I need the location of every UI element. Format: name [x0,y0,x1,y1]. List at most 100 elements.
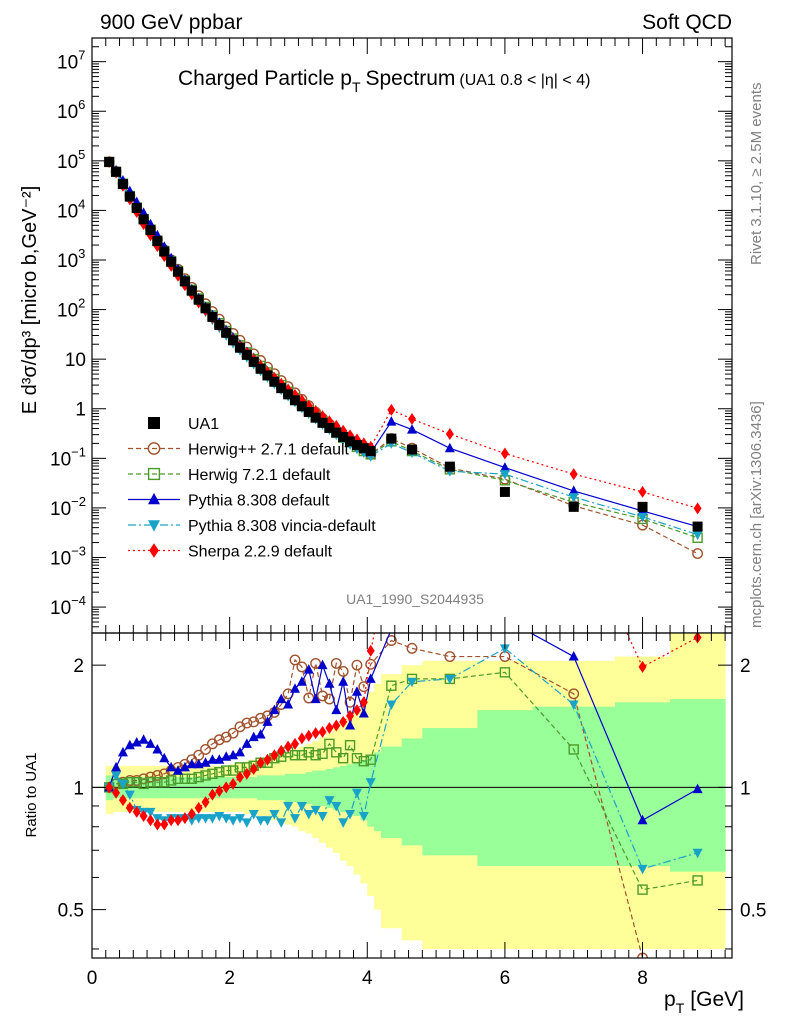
ratio-series-point [365,778,376,788]
ratio-series-point [263,753,272,766]
ratio-series-point [159,776,170,788]
ratio-panel: 0 2 4 6 8 0.5 0.5 1 1 2 2 [58,632,766,989]
chart-title: Charged Particle pT Spectrum (UA1 0.8 < |η… [178,67,590,95]
legend-marker [148,417,160,429]
legend-entry: Herwig 7.2.1 default [128,467,331,484]
ratio-series-point [159,752,170,763]
ratio-series-point [303,747,314,758]
ua1-data-point [324,422,335,433]
ua1-data-point [407,444,417,455]
main-data-points [104,156,703,532]
ratio-series-point [146,814,155,827]
ratio-series-point [692,848,703,859]
ratio-series-point [180,812,189,825]
header-right-label: Soft QCD [642,11,732,34]
ratio-series-point [145,738,156,748]
green-band-bin [532,706,616,867]
ratio-series-point [351,686,362,696]
main-series-point [408,413,416,426]
green-band-bin [312,770,320,806]
ratio-series-point [228,816,239,826]
main-y-tick-label: 107 [57,48,85,74]
tick-exponent: 2 [78,296,85,311]
ua1-data-point [262,370,273,381]
ratio-series-point [187,807,196,820]
ratio-series-point [262,716,273,726]
ratio-series-point [124,790,135,801]
green-band-bin [367,755,375,827]
main-y-tick-label: 10 [65,350,86,371]
tick-base: 10 [57,152,78,173]
x-axis: 0 2 4 6 8 [87,633,726,989]
xlabel-main: p [664,988,676,1011]
ua1-data-point [248,356,259,367]
ua1-data-point [193,294,204,305]
tick-exponent: −4 [71,593,86,608]
green-band-bin [339,765,348,812]
ratio-series-point [358,708,369,718]
green-band-bin [284,773,293,803]
ua1-data-point [568,501,579,512]
ratio-series-point [325,722,334,735]
ratio-series-point [386,700,397,710]
ratio-series-point [296,676,307,686]
ratio-series-point [365,754,376,765]
tick-base: 1 [75,400,86,421]
ua1-data-point [444,461,455,472]
ratio-series-point [125,801,134,814]
x-tick-label: 8 [637,968,648,989]
ratio-series-point [303,664,314,674]
ratio-series-point [331,801,342,812]
green-band-bin [360,759,368,821]
ratio-series-point [105,781,114,794]
ratio-series-point [220,765,232,776]
ratio-series-point [444,674,455,685]
ua1-data-point [214,319,225,330]
ratio-series-point [228,749,239,760]
ratio-series-point [111,761,122,772]
ratio-series-point [174,814,183,827]
ua1-data-point [317,417,328,428]
ratio-series-point [568,651,579,661]
ratio-frame [91,632,733,959]
ratio-series-point [255,712,267,724]
ratio-series-point [173,765,184,775]
ratio-series-point [194,801,203,814]
ratio-series-point [131,736,142,747]
main-series-point [444,442,455,453]
ua1-data-point [124,191,135,202]
ratio-series-point [291,737,300,750]
ratio-series-point [255,816,266,826]
ua1-data-point [221,327,232,338]
ratio-series-point [330,657,342,669]
tick-exponent: −1 [71,444,86,459]
green-band-bin [422,728,478,856]
ratio-series-point [637,864,648,875]
chart-title-main: Charged Particle p [178,67,352,90]
legend-label: Sherpa 2.2.9 default [188,544,333,561]
ratio-series-point [229,777,238,790]
main-series-point [569,468,578,481]
x-tick-label: 0 [87,968,98,989]
ua1-data-point [338,431,349,442]
ratio-series-point [444,651,456,662]
ratio-series-point [158,768,170,780]
ratio-series-point [222,781,231,794]
ua1-data-point [296,401,307,412]
ratio-series-point [406,642,418,654]
main-series-point [499,462,510,472]
ua1-data-point [290,395,301,406]
main-y-tick-label: 1 [75,400,86,421]
green-band-bin [346,764,355,814]
chart-title-sub: T [352,79,361,95]
ratio-series-point [407,677,417,688]
ratio-series-point [269,809,280,820]
ratio-series-point [166,761,177,772]
ratio-series-point [179,773,191,784]
main-y-tick-label: 105 [57,147,85,173]
x-tick-label: 4 [362,968,373,989]
ratio-series-point [186,816,197,826]
green-band-bin [325,768,334,808]
ratio-y-tick-label: 2 [73,656,84,677]
ratio-series-point [214,754,225,764]
